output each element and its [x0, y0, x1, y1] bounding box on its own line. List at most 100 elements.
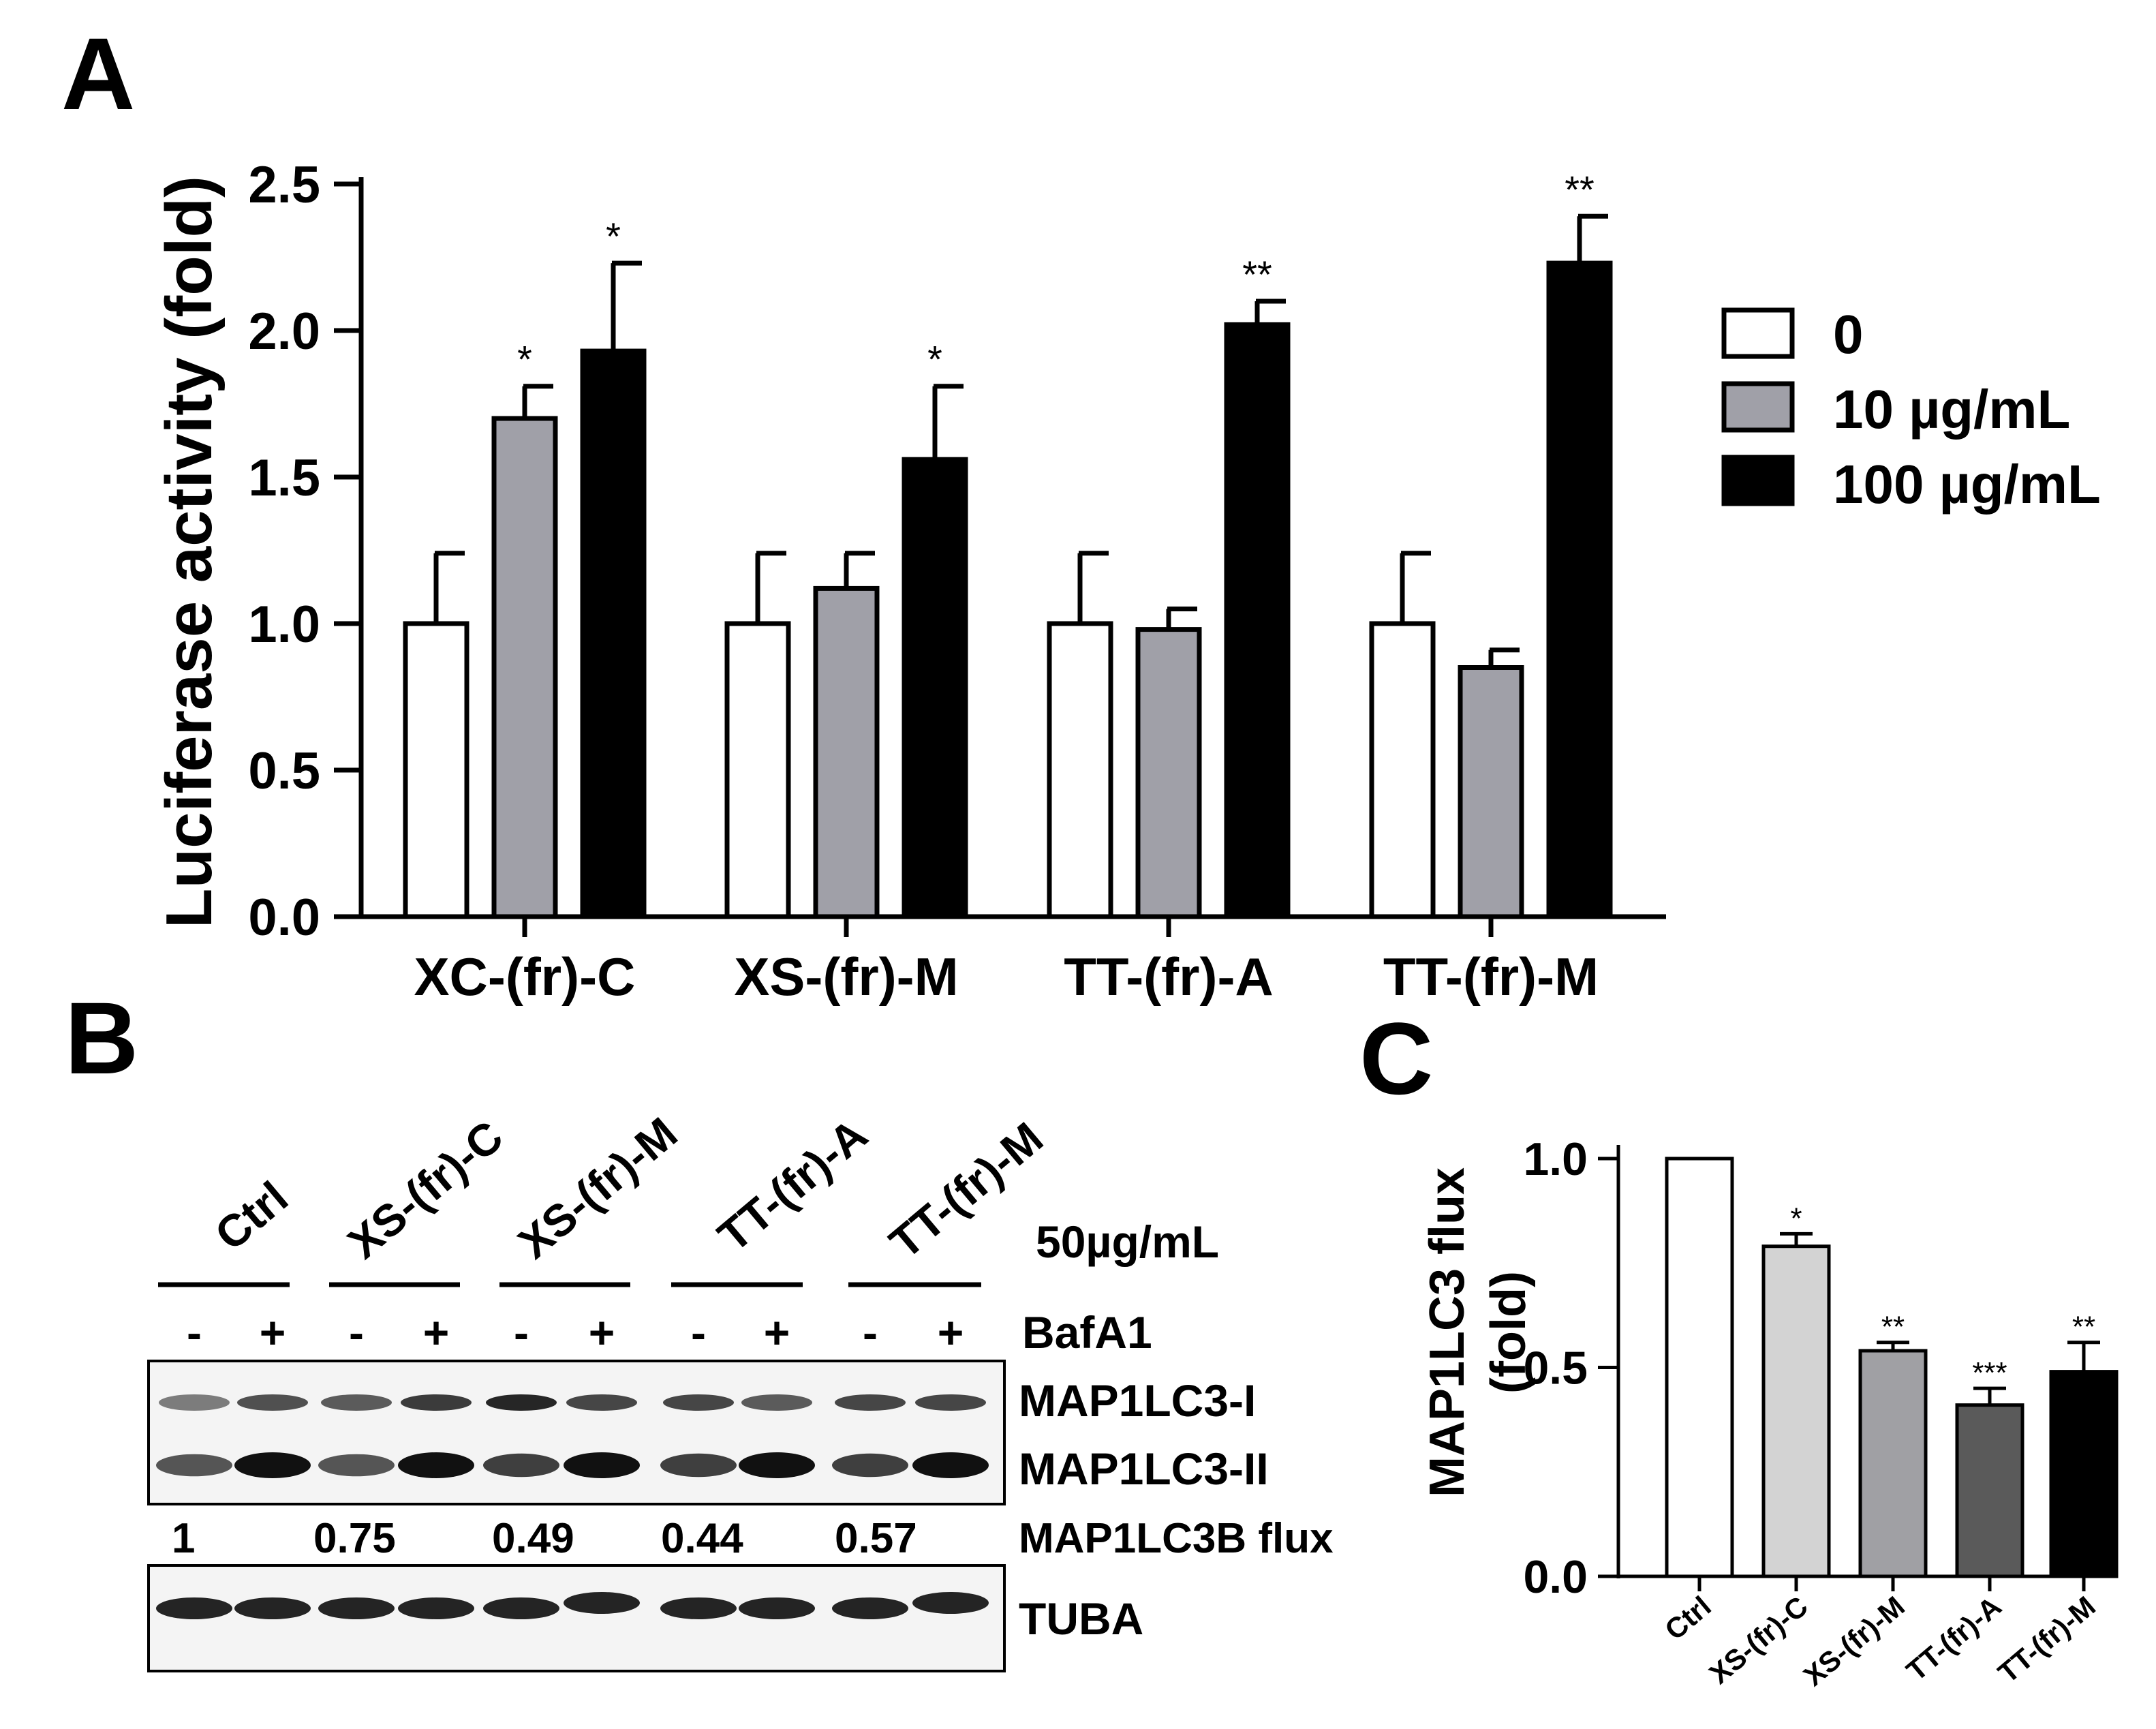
blot-group-ctrl: Ctrl [205, 1172, 297, 1260]
panel-a-bar [902, 457, 968, 919]
panel-c-significance: ** [2072, 1311, 2095, 1344]
panel-a-ytick-label: 0.5 [248, 742, 320, 800]
blot-sign: + [423, 1307, 450, 1358]
blot-band-tuba [156, 1597, 232, 1619]
blot-group-xs-c: XS-(fr)-C [338, 1111, 512, 1268]
blot-band-tuba [318, 1597, 395, 1619]
blot-band-lc3-i [566, 1394, 637, 1411]
panel-c-bar [1665, 1157, 1734, 1578]
blot-band-lc3-ii [564, 1452, 640, 1478]
panel-a-chart: Luciferase activity (fold) 0.0 0.5 1.0 1.5 2… [153, 156, 2101, 1007]
legend-swatch-2 [1721, 455, 1795, 506]
panel-a-significance: ** [1242, 253, 1272, 296]
blot-loading-label: TUBA [1019, 1593, 1143, 1644]
panel-a-bar [491, 416, 558, 919]
flux-value-xs-m: 0.49 [492, 1515, 574, 1562]
blot-band-lc3-i [835, 1394, 906, 1411]
blot-sign: - [349, 1307, 364, 1358]
blot-group-xs-m: XS-(fr)-M [508, 1107, 686, 1268]
blot-band-lc3-i [741, 1394, 812, 1411]
panel-c-bars: ******** [1665, 1157, 2119, 1578]
panel-a-bar [1458, 665, 1524, 919]
panel-a-bar [724, 621, 791, 919]
blot-concentration: 50µg/mL [1036, 1217, 1219, 1267]
legend-swatch-0 [1721, 307, 1795, 359]
blot-band-lc3-ii [398, 1452, 474, 1478]
panel-a-bar [1135, 627, 1202, 919]
panel-c-category-label: TT-(fr)-M [1992, 1590, 2101, 1689]
panel-a-category-label: XC-(fr)-C [414, 947, 636, 1007]
panel-c-ytick-label: 0.0 [1523, 1551, 1588, 1603]
panel-a-bar [580, 348, 647, 919]
panel-c-category-label: XS-(fr)-C [1703, 1590, 1813, 1690]
panel-a-bar [1546, 260, 1613, 919]
panel-a-bar [813, 585, 880, 919]
flux-value-tt-m: 0.57 [835, 1515, 917, 1562]
blot-band-lc3-ii [234, 1452, 311, 1478]
panel-a-ytick-label: 1.5 [248, 449, 320, 507]
panel-a-ytick-label: 1.0 [248, 596, 320, 654]
panel-c-category-label: Ctrl [1659, 1590, 1717, 1647]
panel-a-ytick-label: 2.0 [248, 303, 320, 361]
blot-band-tuba [739, 1597, 815, 1619]
blot-band-tuba [483, 1597, 559, 1619]
blot-band-lc3-i [663, 1394, 734, 1411]
blot-lc3-membrane [147, 1360, 1006, 1505]
blot-group-tt-m: TT-(fr)-M [880, 1112, 1052, 1268]
flux-value-ctrl: 1 [172, 1515, 195, 1562]
legend-label-0: 0 [1833, 304, 1864, 365]
legend-swatch-1 [1721, 381, 1795, 433]
blot-treatment-label: BafA1 [1022, 1307, 1152, 1358]
panel-c-y-ticks: 0.0 0.5 1.0 [1523, 1133, 1618, 1603]
blot-band-lc3-i [486, 1394, 557, 1411]
blot-treatment-signs: - + - + - + - + - + [187, 1307, 964, 1358]
panel-a-significance: * [927, 338, 942, 381]
blot-sign: - [863, 1307, 878, 1358]
blot-sign: - [514, 1307, 529, 1358]
blot-band-lc3-i [237, 1394, 308, 1411]
blot-sign: + [260, 1307, 286, 1358]
blot-band-label-lc3-ii: MAP1LC3-II [1019, 1443, 1269, 1494]
panel-a-bar [1047, 621, 1113, 919]
panel-label-b: B [65, 981, 138, 1095]
panel-c-ylabel-line2: (fold) [1481, 1271, 1536, 1394]
blot-band-lc3-ii [318, 1454, 395, 1477]
blot-band-label-lc3-i: MAP1LC3-I [1019, 1375, 1256, 1426]
blot-band-tuba [398, 1597, 474, 1619]
blot-band-tuba [234, 1597, 311, 1619]
blot-band-lc3-ii [739, 1452, 815, 1478]
panel-a-bar [1369, 621, 1436, 919]
legend-label-1: 10 µg/mL [1833, 379, 2070, 440]
blot-band-tuba [912, 1592, 989, 1614]
blot-band-lc3-i [401, 1394, 472, 1411]
blot-sign: + [938, 1307, 964, 1358]
blot-band-tuba [832, 1597, 908, 1619]
blot-flux-values: 1 0.75 0.49 0.44 0.57 [172, 1515, 917, 1562]
blot-band-lc3-ii [912, 1452, 989, 1478]
panel-c-significance: * [1790, 1202, 1802, 1235]
panel-a-ytick-label: 2.5 [248, 156, 320, 214]
panel-c-chart: MAP1LC3 flux (fold) 0.00.51.0 ******** C… [1420, 1133, 2119, 1692]
panel-a-x-labels: XC-(fr)-C XS-(fr)-M TT-(fr)-A TT-(fr)-M [414, 917, 1599, 1007]
panel-a-y-ticks: 0.0 0.5 1.0 1.5 2.0 2.5 [248, 156, 361, 947]
blot-band-lc3-i [321, 1394, 392, 1411]
blot-sign: - [691, 1307, 706, 1358]
panel-a-significance: * [517, 338, 532, 381]
panel-c-significance: *** [1972, 1356, 2007, 1390]
panel-c-category-label: TT-(fr)-A [1900, 1590, 2007, 1687]
legend-label-2: 100 µg/mL [1833, 454, 2101, 515]
panel-c-category-label: XS-(fr)-M [1798, 1590, 1911, 1692]
panel-c-bar [1761, 1244, 1831, 1578]
panel-a-significance: * [606, 215, 621, 258]
blot-band-lc3-i [159, 1394, 230, 1411]
panel-a-significance: ** [1565, 168, 1595, 211]
blot-sign: + [589, 1307, 615, 1358]
flux-value-tt-a: 0.44 [661, 1515, 743, 1562]
blot-band-tuba [660, 1597, 737, 1619]
panel-a-category-label: TT-(fr)-M [1383, 947, 1599, 1007]
panel-a-category-label: XS-(fr)-M [734, 947, 958, 1007]
blot-group-tt-a: TT-(fr)-A [708, 1109, 876, 1261]
blot-sign: + [764, 1307, 790, 1358]
